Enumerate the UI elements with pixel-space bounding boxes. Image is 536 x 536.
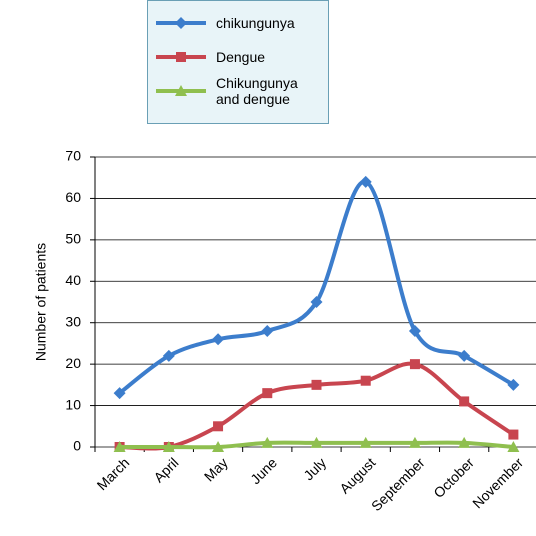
marker <box>162 441 175 452</box>
y-tick-label: 30 <box>65 313 81 329</box>
marker <box>458 436 471 448</box>
legend-item: Chikungunya and dengue <box>148 75 328 121</box>
marker <box>311 379 322 390</box>
legend-swatch <box>156 85 206 96</box>
x-tick-label: October <box>430 454 477 501</box>
marker <box>408 325 421 337</box>
series-line <box>118 179 515 395</box>
legend-item: Dengue <box>148 45 328 85</box>
legend: chikungunya Dengue Chikungunya and dengue <box>147 0 329 124</box>
x-tick-label: May <box>201 454 231 484</box>
y-axis-label: Number of patients <box>33 243 49 361</box>
marker <box>212 441 225 452</box>
marker <box>175 85 187 96</box>
legend-label: Chikungunya and dengue <box>216 75 298 107</box>
marker <box>212 333 225 346</box>
y-tick-label: 70 <box>65 148 81 164</box>
marker <box>507 441 520 452</box>
y-tick-label: 60 <box>65 189 81 205</box>
marker <box>359 175 372 188</box>
marker <box>408 436 421 448</box>
marker <box>261 436 274 448</box>
x-tick-label: April <box>150 454 181 485</box>
y-tick-label: 40 <box>65 272 81 288</box>
x-tick-label: November <box>469 454 526 511</box>
marker <box>213 421 224 432</box>
y-tick-label: 20 <box>65 355 81 371</box>
marker <box>409 359 420 370</box>
marker <box>162 349 175 362</box>
marker <box>175 17 187 29</box>
marker <box>360 375 371 386</box>
legend-label: Dengue <box>216 49 266 65</box>
y-tick-label: 50 <box>65 231 81 247</box>
x-tick-label: June <box>247 454 280 487</box>
legend-swatch <box>156 52 206 62</box>
marker <box>113 387 126 400</box>
x-tick-label: September <box>368 454 428 514</box>
y-tick-label: 10 <box>65 396 81 412</box>
marker <box>458 349 471 362</box>
marker <box>176 52 186 62</box>
marker <box>359 436 372 448</box>
marker <box>310 436 323 448</box>
marker <box>113 441 126 452</box>
x-tick-label: July <box>300 454 329 483</box>
marker <box>261 325 274 337</box>
legend-item: chikungunya <box>148 11 328 51</box>
legend-swatch <box>156 17 206 29</box>
series-line <box>119 361 515 451</box>
y-tick-label: 0 <box>73 438 81 454</box>
marker <box>310 296 323 308</box>
marker <box>459 396 470 407</box>
marker <box>507 378 520 391</box>
x-tick-label: August <box>336 454 378 496</box>
marker <box>508 429 519 440</box>
marker <box>262 388 273 399</box>
x-tick-label: March <box>94 454 133 493</box>
legend-label: chikungunya <box>216 15 295 31</box>
